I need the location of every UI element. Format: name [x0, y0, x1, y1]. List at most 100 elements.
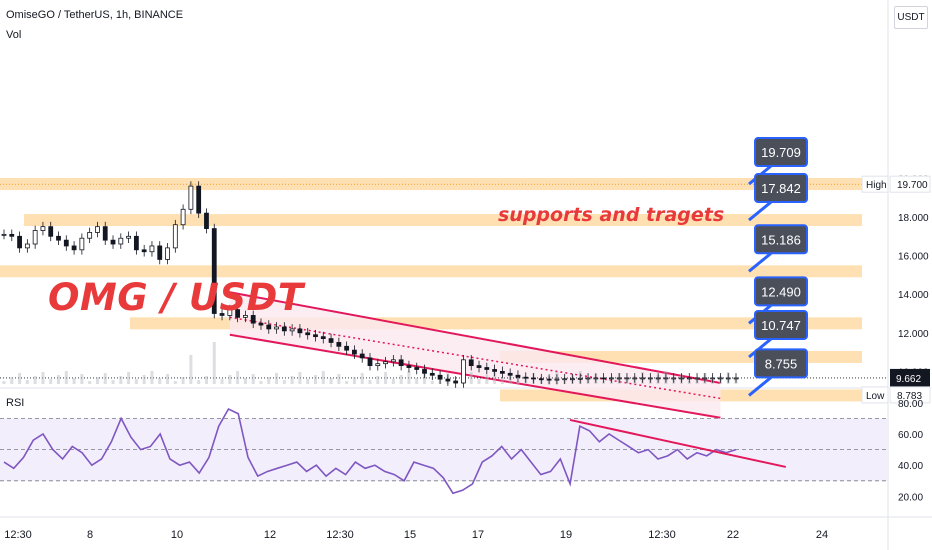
time-tick: 12:30	[648, 529, 676, 541]
level-label-text: 8.755	[765, 356, 798, 371]
candle-body	[476, 365, 482, 368]
note-annotation: supports and tragets	[498, 204, 725, 226]
level-label-text: 17.842	[761, 181, 801, 196]
candle-body	[375, 363, 381, 367]
candle-body	[468, 359, 474, 367]
rsi-trendline	[569, 418, 786, 468]
level-arrow	[748, 252, 772, 273]
current-price-label: 9.662	[896, 374, 921, 385]
channel-fill	[229, 292, 721, 418]
candle-body	[694, 377, 700, 380]
level-band	[0, 178, 862, 191]
low-label: 8.783	[897, 391, 922, 402]
volume-bar	[228, 375, 232, 384]
candle-body	[663, 377, 669, 380]
candle-body	[406, 365, 412, 368]
candle-body	[274, 326, 279, 330]
volume-bar	[18, 373, 22, 384]
candle-body	[609, 377, 614, 380]
volume-bar	[485, 375, 489, 384]
candle-body	[328, 338, 334, 343]
volume-bar	[150, 371, 154, 384]
candle-body	[624, 377, 630, 380]
candle-body	[531, 377, 536, 380]
candle-body	[725, 377, 731, 380]
channel-lower-line	[229, 333, 721, 419]
candle-body	[647, 377, 653, 380]
rsi-line	[3, 407, 737, 495]
volume-bar	[142, 375, 146, 384]
candle-body	[383, 361, 388, 365]
level-label-box	[754, 309, 808, 340]
candle-body	[227, 309, 233, 316]
volume-bar	[80, 374, 84, 384]
volume-bar	[72, 378, 76, 384]
volume-bar	[415, 378, 419, 384]
volume-bar	[119, 376, 123, 384]
volume-bar	[41, 372, 45, 384]
volume-bar	[197, 380, 201, 384]
level-arrow	[748, 376, 772, 397]
time-tick: 24	[816, 529, 828, 541]
rsi-tick: 60.00	[898, 430, 923, 441]
candle-body	[180, 208, 186, 226]
candle-body	[577, 377, 583, 380]
high-label-tag: High	[866, 180, 887, 191]
volume-bar	[298, 372, 302, 384]
volume-bar	[376, 376, 380, 384]
candle-body	[593, 377, 599, 380]
time-tick: 10	[171, 529, 183, 541]
high-label: 19.700	[897, 180, 928, 191]
candle-body	[344, 345, 350, 351]
candle-body	[243, 315, 248, 318]
candle-body	[71, 245, 77, 251]
low-label-tag-box	[861, 386, 889, 404]
candle-body	[289, 328, 295, 332]
low-label-box	[889, 386, 931, 404]
currency-button[interactable]: USDT	[894, 6, 928, 29]
candle-body	[102, 226, 108, 241]
volume-bar	[33, 376, 37, 384]
candle-body	[305, 332, 311, 336]
candle-body	[562, 378, 568, 381]
volume-bar	[95, 377, 99, 384]
level-label-box	[754, 276, 808, 307]
candle-body	[79, 237, 85, 251]
candle-body	[24, 243, 30, 249]
volume-bar	[88, 381, 92, 384]
candle-body	[686, 377, 692, 380]
candle-body	[196, 185, 202, 214]
candle-body	[320, 336, 326, 339]
level-label-box	[754, 173, 808, 204]
candle-body	[56, 235, 61, 241]
volume-bar	[352, 377, 356, 384]
candle-body	[266, 324, 272, 330]
volume-bar	[212, 342, 216, 384]
volume-bar	[469, 372, 473, 384]
volume-bar	[337, 374, 341, 384]
volume-bar	[313, 375, 317, 384]
candle-body	[87, 232, 93, 239]
volume-bar	[243, 378, 247, 384]
high-label-box	[889, 175, 931, 193]
volume-bar	[360, 373, 364, 384]
level-arrow	[748, 337, 772, 359]
volume-bar	[220, 379, 224, 384]
volume-bar	[430, 381, 434, 384]
volume-bar	[10, 377, 14, 384]
candle-body	[538, 378, 544, 381]
time-tick: 17	[472, 529, 484, 541]
volume-bar	[399, 375, 403, 384]
volume-bar	[391, 379, 395, 384]
time-tick: 22	[727, 529, 739, 541]
candle-body	[1, 233, 7, 236]
candle-body	[157, 245, 163, 260]
candle-body	[422, 369, 427, 374]
candle-body	[414, 367, 420, 370]
candle-body	[546, 378, 552, 381]
candle-body	[453, 380, 459, 384]
volume-bar	[493, 371, 497, 384]
volume-bar	[259, 381, 263, 384]
candle-body	[640, 377, 645, 380]
